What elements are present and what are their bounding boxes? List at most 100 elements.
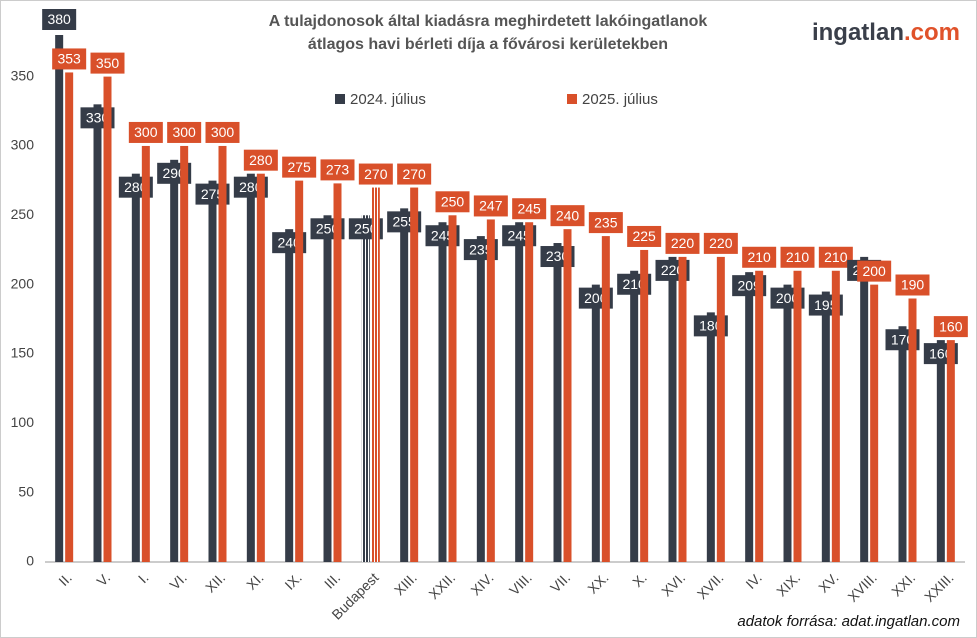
value-label: 270 <box>358 163 393 185</box>
value-label: 273 <box>320 159 355 181</box>
value-label-text: 200 <box>584 290 608 306</box>
bar <box>410 187 419 563</box>
bar <box>821 291 830 562</box>
value-label-text: 235 <box>594 214 618 230</box>
bar <box>946 340 955 562</box>
bar <box>553 243 562 563</box>
value-label-text: 270 <box>364 166 388 182</box>
value-label: 160 <box>933 316 968 338</box>
bar <box>630 270 639 562</box>
value-label-box <box>588 212 623 234</box>
value-label-text: 209 <box>737 277 761 293</box>
bar <box>103 76 112 563</box>
value-label-text: 180 <box>699 318 723 334</box>
y-tick-label: 50 <box>18 483 34 499</box>
value-label-text: 220 <box>709 235 733 251</box>
bar <box>706 312 715 562</box>
bar <box>860 256 869 562</box>
bar <box>563 229 572 562</box>
value-label-text: 195 <box>814 297 838 313</box>
value-label-box <box>550 205 585 227</box>
bar <box>525 222 534 562</box>
value-label-text: 245 <box>431 227 455 243</box>
value-label-box <box>665 232 700 254</box>
value-label-text: 160 <box>929 345 953 361</box>
bar <box>170 159 179 562</box>
y-tick-label: 150 <box>11 345 35 361</box>
bar <box>141 145 150 562</box>
bar <box>898 326 907 562</box>
value-label-text: 220 <box>661 262 685 278</box>
value-label-text: 280 <box>249 152 273 168</box>
bar <box>831 270 840 562</box>
value-label-text: 280 <box>239 179 263 195</box>
value-label-box <box>473 195 508 217</box>
bar <box>476 236 485 562</box>
value-label-box <box>512 198 547 220</box>
value-label-text: 210 <box>824 249 848 265</box>
value-label: 210 <box>742 246 777 268</box>
legend-swatch <box>335 94 345 104</box>
value-label-text: 275 <box>201 186 225 202</box>
value-label-text: 210 <box>747 249 771 265</box>
value-label: 300 <box>205 121 240 143</box>
value-label: 210 <box>780 246 815 268</box>
value-label-text: 270 <box>402 166 426 182</box>
value-label: 275 <box>282 156 317 178</box>
value-label: 190 <box>895 274 930 296</box>
value-label-box <box>167 121 202 143</box>
value-label: 270 <box>397 163 432 185</box>
bar <box>745 272 754 562</box>
value-label-box <box>742 246 777 268</box>
bar <box>515 222 524 562</box>
y-tick-label: 300 <box>11 137 35 153</box>
value-label: 235 <box>588 212 623 234</box>
value-label-box <box>52 48 87 70</box>
bar <box>591 284 600 562</box>
brand-suffix: .com <box>904 19 960 46</box>
value-label-box <box>320 159 355 181</box>
value-label: 280 <box>243 149 278 171</box>
value-label-text: 235 <box>469 241 493 257</box>
bar <box>361 215 370 562</box>
bar <box>323 215 332 562</box>
bar <box>180 145 189 562</box>
bar <box>486 219 495 562</box>
value-label-text: 245 <box>517 200 541 216</box>
value-label: 245 <box>512 198 547 220</box>
value-label-text: 330 <box>86 110 110 126</box>
bar <box>131 173 140 562</box>
value-label: 225 <box>627 225 662 247</box>
value-label-box <box>128 121 163 143</box>
y-tick-label: 200 <box>11 275 35 291</box>
value-label-text: 300 <box>134 124 158 140</box>
bar <box>678 256 687 562</box>
bar <box>936 340 945 562</box>
chart-title: átlagos havi bérleti díja a fővárosi ker… <box>308 36 668 53</box>
brand: ingatlan.com <box>812 19 960 46</box>
value-label-text: 300 <box>172 124 196 140</box>
value-label-text: 240 <box>556 207 580 223</box>
value-label-box <box>397 163 432 185</box>
bar <box>256 173 265 562</box>
value-label: 350 <box>90 52 125 74</box>
value-label-box <box>895 274 930 296</box>
value-label-box <box>703 232 738 254</box>
brand-name: ingatlan <box>812 19 904 46</box>
bar <box>295 180 304 563</box>
value-label-text: 247 <box>479 198 503 214</box>
value-label-text: 300 <box>211 124 235 140</box>
value-label-box <box>627 225 662 247</box>
bar <box>668 256 677 562</box>
bar <box>93 104 102 562</box>
value-label-text: 220 <box>671 235 695 251</box>
bar <box>755 270 764 562</box>
value-label-text: 275 <box>287 159 311 175</box>
chart-title: A tulajdonosok által kiadásra meghirdete… <box>269 13 708 30</box>
value-label-text: 200 <box>776 290 800 306</box>
value-label: 300 <box>128 121 163 143</box>
value-label-box <box>243 149 278 171</box>
bar <box>601 236 610 562</box>
y-tick-label: 0 <box>26 553 34 569</box>
